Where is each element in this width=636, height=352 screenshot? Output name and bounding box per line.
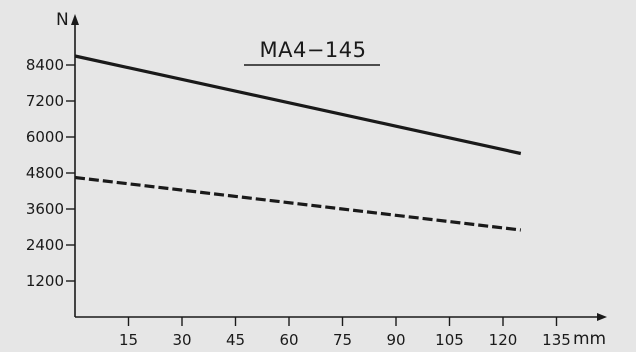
series-line-solid: [74, 54, 522, 156]
series-line-dashed: [74, 175, 521, 232]
axes: [71, 14, 607, 321]
x-axis-label: mm: [573, 329, 606, 349]
y-axis-arrow: [71, 14, 79, 25]
x-axis-ticks: 15 30 45 60 75 90 105 120 135: [119, 317, 571, 349]
y-axis-ticks: 1200 2400 3600 4800 6000 7200 8400: [26, 56, 75, 290]
y-axis-label: N: [56, 10, 69, 30]
y-tick-label: 3600: [26, 200, 64, 218]
y-tick-label: 7200: [26, 92, 64, 110]
x-tick-label: 135: [542, 331, 571, 349]
x-tick-label: 15: [119, 331, 138, 349]
y-tick-label: 6000: [26, 128, 64, 146]
y-tick-label: 2400: [26, 236, 64, 254]
chart-title: MA4−145: [259, 38, 366, 62]
y-tick-label: 8400: [26, 56, 64, 74]
x-tick-label: 45: [226, 331, 245, 349]
x-tick-label: 90: [386, 331, 405, 349]
x-tick-label: 105: [435, 331, 464, 349]
x-tick-label: 120: [489, 331, 518, 349]
x-tick-label: 75: [333, 331, 352, 349]
series-group: [74, 54, 522, 232]
x-tick-label: 30: [172, 331, 191, 349]
x-axis-arrow: [597, 313, 607, 321]
y-tick-label: 4800: [26, 164, 64, 182]
x-tick-label: 60: [279, 331, 298, 349]
y-tick-label: 1200: [26, 272, 64, 290]
